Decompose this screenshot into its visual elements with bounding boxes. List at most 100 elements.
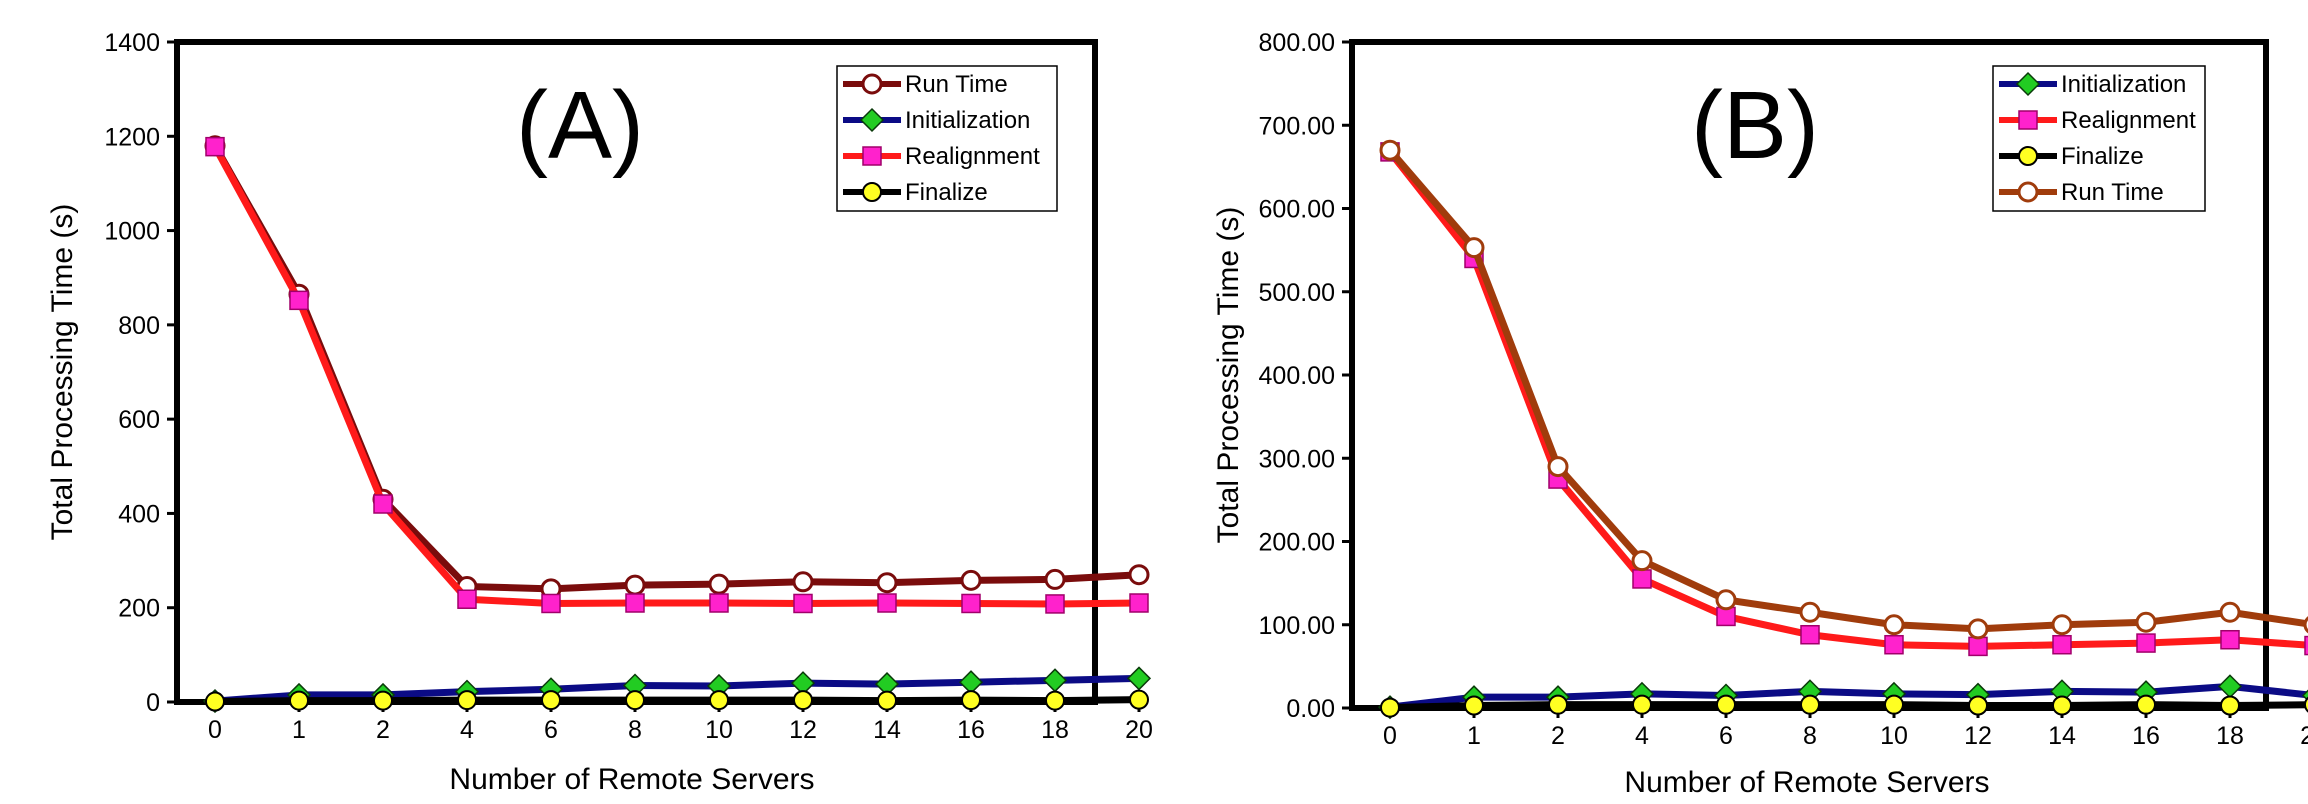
data-point-run-time (1631, 550, 1653, 572)
data-point-finalize (373, 690, 393, 711)
legend-swatch-marker (862, 182, 882, 202)
data-point-realignment (457, 589, 477, 609)
data-point-realignment (1632, 569, 1652, 589)
y-tick-label: 200.00 (1259, 529, 1335, 557)
legend-entry: Finalize (2061, 143, 2144, 170)
y-axis-label: Total Processing Time (s) (1212, 207, 1245, 544)
legend-entry: Initialization (2061, 71, 2186, 98)
series-line-finalize (211, 696, 1143, 706)
x-tick-label: 20 (1125, 716, 1153, 744)
legend-entry: Run Time (2061, 179, 2164, 206)
y-axis-label: Total Processing Time (s) (46, 204, 79, 541)
y-tick-label: 0 (146, 689, 160, 717)
data-point-run-time (2303, 616, 2308, 634)
legend-swatch-marker (2018, 146, 2038, 166)
legend-entry: Realignment (2061, 107, 2196, 134)
data-point-run-time (960, 569, 982, 591)
legend: Run Time Initialization Realignment Finaliz… (836, 65, 1058, 212)
data-point-finalize (1716, 694, 1736, 715)
data-point-finalize (1800, 694, 1820, 715)
data-point-finalize (1464, 695, 1484, 716)
x-tick-label: 12 (1964, 722, 1992, 750)
y-tick-label: 800.00 (1259, 29, 1335, 57)
data-point-finalize (2136, 694, 2156, 715)
y-tick-label: 300.00 (1259, 445, 1335, 473)
data-point-finalize (793, 690, 813, 711)
y-tick-label: 600 (118, 406, 160, 434)
series-finalize (1380, 694, 2308, 718)
data-point-finalize (289, 690, 309, 711)
data-point-finalize (1968, 695, 1988, 716)
data-point-realignment (2136, 633, 2156, 653)
y-tick-label: 100.00 (1259, 612, 1335, 640)
y-tick-label: 200 (118, 595, 160, 623)
data-point-realignment (1800, 624, 1820, 645)
legend-swatch-marker (862, 146, 882, 166)
data-point-run-time (876, 572, 898, 594)
y-tick-label: 800 (118, 312, 160, 340)
series-realignment (205, 136, 1149, 614)
x-tick-label: 18 (2216, 722, 2244, 750)
data-point-run-time (1463, 237, 1485, 259)
series-line-finalize (1386, 701, 2308, 712)
data-point-realignment (1884, 634, 1904, 655)
legend-swatch-marker (2018, 110, 2038, 130)
data-point-finalize (205, 691, 225, 712)
data-point-realignment (709, 593, 729, 613)
data-point-run-time (2051, 614, 2073, 636)
data-point-realignment (1045, 594, 1065, 614)
data-point-finalize (1632, 694, 1652, 715)
x-tick-label: 2 (376, 716, 390, 744)
data-point-finalize (1884, 694, 1904, 715)
series-line-realignment (1386, 148, 2308, 650)
x-tick-label: 10 (1880, 722, 1908, 750)
legend-swatch-marker (861, 73, 883, 95)
legend-entry: Finalize (905, 179, 988, 206)
data-point-realignment (2052, 634, 2072, 655)
x-tick-label: 14 (2048, 722, 2076, 750)
data-point-run-time (2219, 601, 2241, 623)
data-point-realignment (1129, 593, 1149, 613)
panel-label: (A) (516, 72, 644, 179)
legend-entry: Initialization (905, 107, 1030, 134)
series-line-realignment (211, 143, 1143, 608)
legend-entry: Run Time (905, 71, 1008, 98)
x-tick-label: 10 (705, 716, 733, 744)
data-point-realignment (289, 290, 309, 311)
data-point-run-time (1799, 601, 1821, 623)
y-tick-label: 600.00 (1259, 196, 1335, 224)
data-point-realignment (2304, 635, 2308, 656)
data-point-run-time (1967, 618, 1989, 640)
data-point-finalize (2220, 695, 2240, 716)
x-tick-label: 1 (1467, 722, 1481, 750)
series-run-time (1379, 139, 2308, 640)
x-tick-label: 20 (2300, 722, 2308, 750)
data-point-realignment (877, 593, 897, 613)
legend-swatch-marker (2017, 181, 2039, 203)
data-point-finalize (457, 690, 477, 711)
x-tick-label: 16 (957, 716, 985, 744)
data-point-finalize (2304, 696, 2308, 713)
data-point-realignment (373, 494, 393, 514)
data-point-run-time (2135, 611, 2157, 633)
y-tick-label: 1200 (104, 123, 160, 151)
x-tick-label: 0 (208, 716, 222, 744)
panel-label-box (495, 68, 665, 186)
data-point-realignment (2220, 629, 2240, 650)
y-tick-label: 1000 (104, 218, 160, 246)
legend-swatch-marker (2015, 71, 2041, 97)
legend: Initialization Realignment Finalize Run Tim… (1992, 65, 2206, 212)
data-point-initialization (1126, 666, 1152, 691)
x-tick-label: 4 (460, 716, 474, 744)
series-line-initialization (1386, 682, 2308, 711)
y-tick-label: 500.00 (1259, 279, 1335, 307)
data-point-finalize (1548, 694, 1568, 715)
data-point-finalize (625, 690, 645, 711)
data-point-finalize (877, 690, 897, 711)
data-point-realignment (541, 593, 561, 614)
legend-swatch-marker (859, 107, 885, 133)
x-tick-label: 6 (544, 716, 558, 744)
x-tick-label: 1 (292, 716, 306, 744)
data-point-finalize (1045, 690, 1065, 711)
y-tick-label: 400.00 (1259, 362, 1335, 390)
